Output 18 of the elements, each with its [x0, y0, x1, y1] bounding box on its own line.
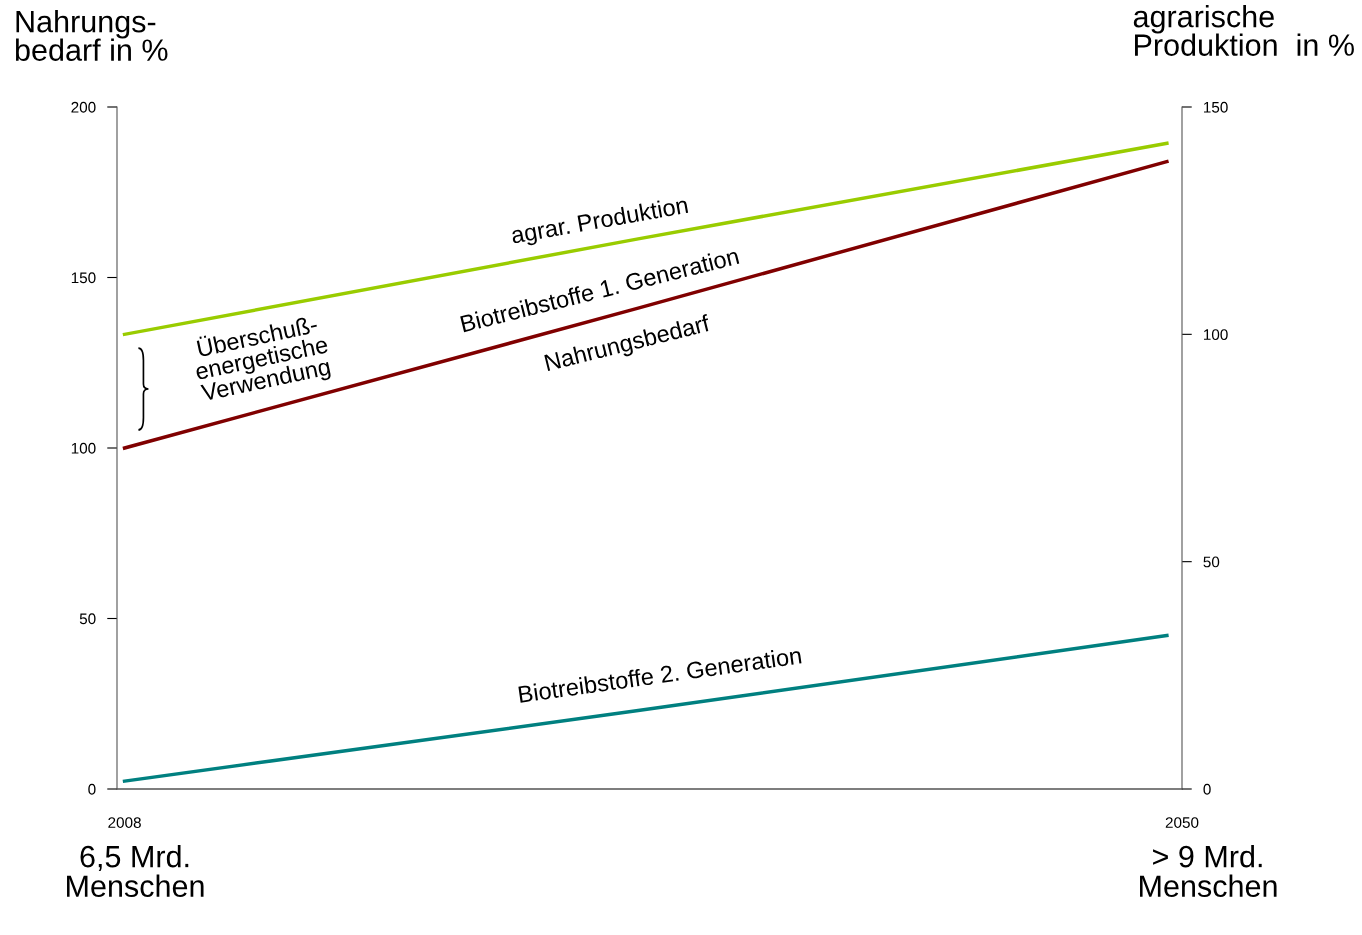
y-tick-label: 50 [79, 613, 96, 625]
y2-tick-label: 50 [1203, 556, 1220, 568]
y-axis-title: Nahrungs- bedarf in % [15, 10, 168, 61]
y2-tick-label: 100 [1204, 329, 1228, 341]
annotation: Biotreibstoffe 2. Generation [518, 646, 802, 703]
y-tick-label: 100 [71, 442, 96, 454]
annotation: Überschuß- energetische Verwendung [194, 312, 332, 406]
y2-tick-label: 0 [1203, 783, 1211, 795]
y-tick-label: 150 [71, 272, 96, 284]
y2-axis-title: agrarische Produktion in % [1133, 5, 1354, 56]
y-tick-label: 0 [88, 783, 96, 795]
text: > 9 Mrd. Menschen [1140, 845, 1277, 898]
annotation: agrar. Produktion [510, 195, 689, 249]
x-tick-label: 2050 [1165, 817, 1199, 828]
y2-tick-label: 150 [1204, 101, 1228, 113]
text: 6,5 Mrd. Menschen [67, 845, 204, 898]
x-tick-label: 2008 [108, 817, 141, 828]
y-tick-label: 200 [71, 101, 96, 113]
